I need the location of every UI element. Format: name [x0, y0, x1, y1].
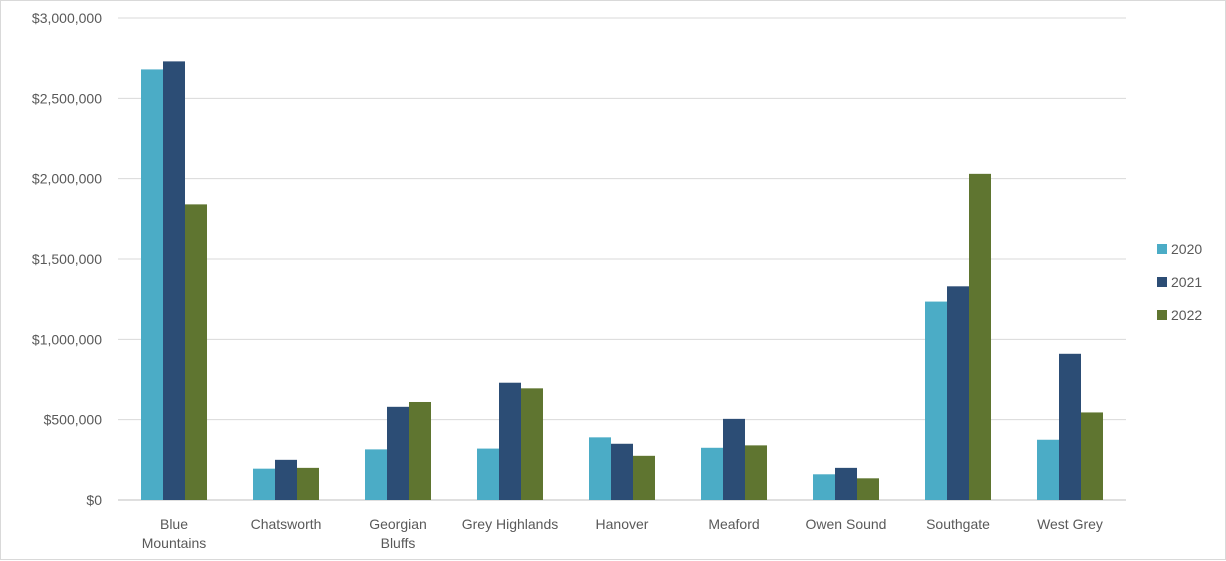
bar-2021 — [275, 459, 297, 500]
y-tick-label: $500,000 — [44, 412, 103, 428]
y-tick-label: $1,000,000 — [32, 331, 102, 347]
bar-2020 — [1037, 439, 1059, 500]
legend-label-2022: 2022 — [1171, 307, 1202, 323]
bar-2022 — [1081, 412, 1103, 500]
bar-2020 — [813, 474, 835, 500]
x-tick-label: Blue Mountains — [142, 516, 207, 551]
x-tick-label: Owen Sound — [806, 516, 887, 532]
x-tick-label: Hanover — [596, 516, 649, 532]
bar-2021 — [835, 467, 857, 500]
y-tick-label: $1,500,000 — [32, 251, 102, 267]
y-tick-label: $2,500,000 — [32, 90, 102, 106]
bar-2021 — [387, 406, 409, 500]
bar-2022 — [969, 173, 991, 500]
gridlines — [118, 17, 1126, 501]
x-axis-tick-labels: Blue Mountains Chatsworth Georgian Bluffs Gre… — [142, 516, 1103, 551]
x-tick-label: Southgate — [926, 516, 990, 532]
bar-2022 — [633, 455, 655, 500]
x-tick-label: West Grey — [1037, 516, 1103, 532]
x-tick-label: Grey Highlands — [462, 516, 559, 532]
bar-2022 — [857, 478, 879, 500]
legend-swatch-2020 — [1157, 244, 1167, 254]
legend-swatch-2021 — [1157, 277, 1167, 287]
bar-2020 — [253, 468, 275, 500]
bar-2020 — [365, 449, 387, 500]
bar-2020 — [477, 448, 499, 500]
legend: 2020 2021 2022 — [1157, 241, 1202, 323]
bar-2022 — [409, 401, 431, 500]
bar-2020 — [589, 437, 611, 500]
bar-2021 — [499, 382, 521, 500]
y-axis-tick-labels: $0 $500,000 $1,000,000 $1,500,000 $2,000,000… — [32, 10, 102, 508]
bar-2022 — [521, 388, 543, 500]
bar-2021 — [163, 61, 185, 500]
bars — [141, 61, 1103, 500]
bar-2021 — [1059, 353, 1081, 500]
y-tick-label: $0 — [86, 492, 102, 508]
bar-2020 — [141, 69, 163, 500]
legend-label-2020: 2020 — [1171, 241, 1202, 257]
bar-2022 — [745, 445, 767, 500]
x-tick-label: Georgian Bluffs — [369, 516, 427, 551]
x-tick-label: Meaford — [708, 516, 759, 532]
bar-2020 — [701, 447, 723, 500]
legend-label-2021: 2021 — [1171, 274, 1202, 290]
bar-2022 — [297, 467, 319, 500]
y-tick-label: $3,000,000 — [32, 10, 102, 26]
y-tick-label: $2,000,000 — [32, 171, 102, 187]
bar-2020 — [925, 301, 947, 500]
x-tick-label: Chatsworth — [251, 516, 322, 532]
bar-2021 — [723, 418, 745, 500]
bar-2021 — [611, 443, 633, 500]
bar-2022 — [185, 204, 207, 500]
bar-2021 — [947, 286, 969, 500]
legend-swatch-2022 — [1157, 310, 1167, 320]
